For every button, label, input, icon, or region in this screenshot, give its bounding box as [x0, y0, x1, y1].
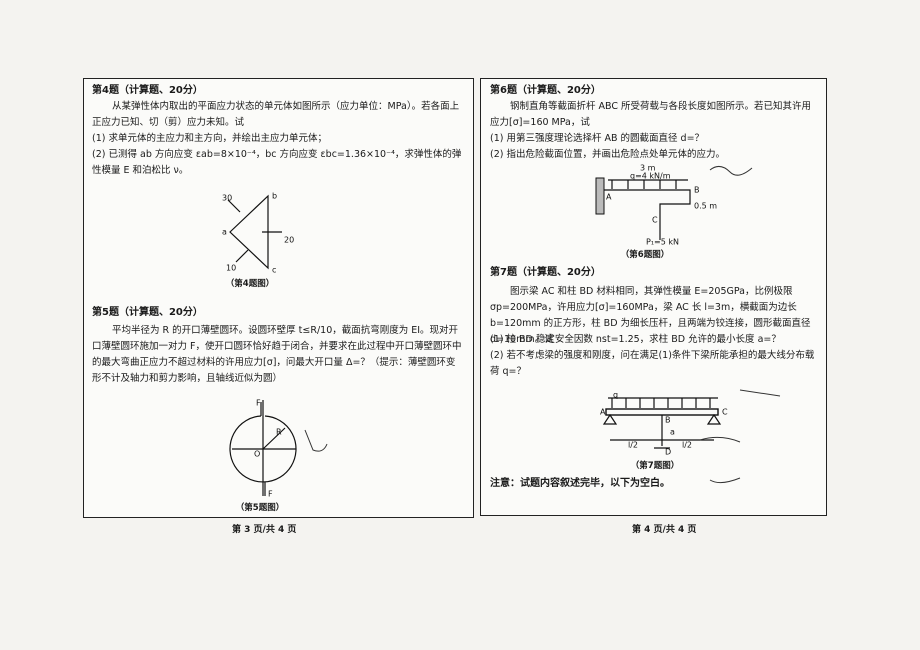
- label: C: [722, 408, 728, 417]
- heading: 第6题（计算题、20分）: [490, 85, 601, 96]
- heading: 第7题（计算题、20分）: [490, 267, 601, 278]
- caption: （第4题图）: [225, 279, 275, 289]
- label: F: [268, 490, 273, 499]
- caption: （第7题图）: [630, 461, 680, 471]
- label: q: [613, 391, 618, 400]
- figure-5: F F O R: [229, 399, 297, 499]
- label: D: [665, 448, 671, 457]
- label: A: [600, 408, 606, 417]
- label: A: [606, 193, 612, 202]
- label: 0.5 m: [694, 202, 717, 211]
- heading: 第4题（计算题、20分）: [92, 85, 203, 96]
- paragraph: (1) 用第三强度理论选择杆 AB 的圆截面直径 d=？: [490, 133, 705, 144]
- label: a: [670, 428, 675, 437]
- beam: [605, 408, 719, 416]
- paragraph: (2) 已测得 ab 方向应变 εab=8×10⁻⁴，bc 方向应变 εbc=1…: [92, 149, 462, 176]
- label: b: [272, 192, 277, 201]
- distributed-load: [608, 179, 688, 189]
- paragraph: (1) 求单元体的主应力和主方向，并绘出主应力单元体；: [92, 133, 327, 144]
- paragraph: (1) 柱 BD 稳定安全因数 nst=1.25，求柱 BD 允许的最小长度 a…: [490, 334, 781, 345]
- paragraph: 图示梁 AC 和柱 BD 材料相同，其弹性模量 E=205GPa，比例极限 σp…: [490, 286, 811, 345]
- stress-arrows: [227, 199, 282, 263]
- label: B: [665, 416, 671, 425]
- label: C: [652, 216, 658, 225]
- bar: [604, 189, 691, 228]
- paragraph: (2) 指出危险截面位置，并画出危险点处单元体的应力。: [490, 149, 725, 160]
- label: q=4 kN/m: [630, 172, 671, 181]
- supports: [602, 413, 722, 425]
- label: B: [694, 186, 700, 195]
- right-page: [480, 78, 827, 516]
- label: 10: [226, 264, 236, 273]
- label: c: [272, 266, 276, 275]
- label: F: [256, 399, 261, 408]
- handwriting: [304, 166, 781, 484]
- label: O: [254, 450, 260, 459]
- paragraph: 钢制直角等截面折杆 ABC 所受荷载与各段长度如图所示。若已知其许用应力[σ]=…: [490, 101, 812, 128]
- label: 30: [222, 194, 232, 203]
- label: P₁=5 kN: [646, 238, 679, 247]
- heading: 第5题（计算题、20分）: [92, 307, 203, 318]
- label: 3 m: [640, 164, 656, 173]
- figure-6: 3 m q=4 kN/m A B C 0.5 m P₁=5 kN: [595, 164, 717, 247]
- caption: （第5题图）: [235, 503, 285, 513]
- figure-4: 30 20 10 a b c: [222, 192, 294, 275]
- column: [654, 415, 670, 449]
- footer: 第 3 页/共 4 页: [232, 525, 297, 535]
- label: l/2: [628, 441, 638, 450]
- label: l/2: [682, 441, 692, 450]
- left-page: [83, 78, 474, 518]
- paragraph: (2) 若不考虑梁的强度和刚度，问在满足(1)条件下梁所能承担的最大线分布载荷 …: [490, 350, 815, 377]
- note: 注意：试题内容叙述完毕，以下为空白。: [490, 478, 670, 489]
- force-arrows: [260, 402, 266, 496]
- axes: [232, 400, 296, 496]
- paragraph: 平均半径为 R 的开口薄壁圆环。设圆环壁厚 t≤R/10，截面抗弯刚度为 EI。…: [92, 325, 462, 384]
- label: 20: [284, 236, 294, 245]
- footer: 第 4 页/共 4 页: [632, 525, 697, 535]
- distributed-load: [608, 397, 718, 408]
- paragraph: 从某弹性体内取出的平面应力状态的单元体如图所示（应力单位：MPa）。若各面上正应…: [92, 101, 460, 128]
- figure-7: q A B C D a l/2 l/2: [600, 391, 728, 457]
- label: a: [222, 228, 227, 237]
- wall: [595, 177, 605, 215]
- label: R: [276, 428, 282, 437]
- caption: （第6题图）: [620, 250, 670, 260]
